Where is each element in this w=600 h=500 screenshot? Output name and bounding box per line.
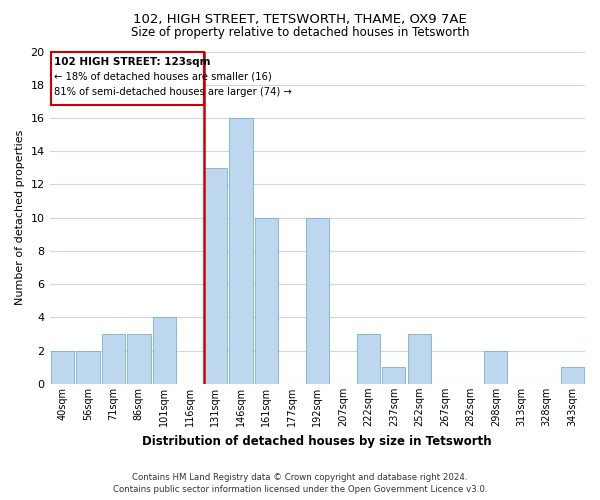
Bar: [254, 218, 278, 384]
FancyBboxPatch shape: [50, 52, 203, 104]
Text: 81% of semi-detached houses are larger (74) →: 81% of semi-detached houses are larger (…: [55, 87, 292, 97]
Bar: [382, 368, 406, 384]
Bar: [152, 318, 176, 384]
Text: 102, HIGH STREET, TETSWORTH, THAME, OX9 7AE: 102, HIGH STREET, TETSWORTH, THAME, OX9 …: [133, 12, 467, 26]
Text: Size of property relative to detached houses in Tetsworth: Size of property relative to detached ho…: [131, 26, 469, 39]
Bar: [76, 350, 100, 384]
Bar: [101, 334, 125, 384]
Bar: [203, 168, 227, 384]
Bar: [356, 334, 380, 384]
Bar: [305, 218, 329, 384]
Bar: [407, 334, 431, 384]
Bar: [484, 350, 508, 384]
Text: ← 18% of detached houses are smaller (16): ← 18% of detached houses are smaller (16…: [55, 72, 272, 82]
Bar: [127, 334, 151, 384]
Text: 102 HIGH STREET: 123sqm: 102 HIGH STREET: 123sqm: [55, 58, 211, 68]
X-axis label: Distribution of detached houses by size in Tetsworth: Distribution of detached houses by size …: [142, 434, 492, 448]
Bar: [560, 368, 584, 384]
Bar: [229, 118, 253, 384]
Y-axis label: Number of detached properties: Number of detached properties: [15, 130, 25, 306]
Text: Contains HM Land Registry data © Crown copyright and database right 2024.
Contai: Contains HM Land Registry data © Crown c…: [113, 472, 487, 494]
Bar: [50, 350, 74, 384]
